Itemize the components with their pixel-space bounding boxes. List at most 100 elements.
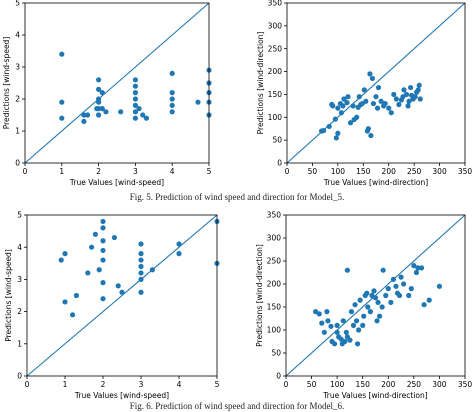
data-point xyxy=(334,322,340,328)
y-tick-label: 150 xyxy=(268,90,283,99)
data-point xyxy=(426,297,432,303)
x-tick-label: 3 xyxy=(139,380,144,389)
data-point xyxy=(138,251,144,257)
y-tick-label: 200 xyxy=(267,280,282,289)
data-point xyxy=(62,251,68,257)
y-axis-label: Predictions [wind-direction] xyxy=(255,244,264,347)
data-point xyxy=(403,91,410,98)
data-point xyxy=(85,270,91,276)
chart-3: 0 1 2 3 4 5 0 1 2 3 4 5 True Values [wind-speed] Pred… xyxy=(4,211,220,400)
y-tick-label: 3 xyxy=(17,275,22,284)
data-point xyxy=(347,120,354,126)
data-point xyxy=(405,103,411,109)
plot-frame xyxy=(285,214,466,377)
data-point xyxy=(333,135,339,141)
data-point xyxy=(361,313,367,319)
x-axis-label: True Values [wind-speed] xyxy=(69,178,164,187)
x-tick-label: 100 xyxy=(330,380,345,389)
data-point xyxy=(340,103,346,109)
y-tick-label: 4 xyxy=(17,243,22,252)
data-point xyxy=(176,241,182,247)
data-point xyxy=(393,283,399,289)
data-point xyxy=(96,106,102,112)
data-point xyxy=(103,109,109,115)
data-point xyxy=(169,102,175,108)
data-point xyxy=(372,295,379,301)
data-point xyxy=(415,265,421,271)
data-point xyxy=(59,51,65,57)
y-tick-label: 350 xyxy=(267,211,282,220)
x-tick-label: 150 xyxy=(356,167,371,176)
x-axis-label: True Values [wind-direction] xyxy=(323,178,428,187)
data-point xyxy=(391,91,397,98)
data-point xyxy=(89,244,95,250)
data-point xyxy=(382,100,388,107)
data-point xyxy=(365,304,371,310)
data-point xyxy=(118,109,124,115)
x-tick-label: 2 xyxy=(101,380,106,389)
y-tick-label: 50 xyxy=(271,349,281,358)
data-point xyxy=(374,105,381,111)
data-point xyxy=(99,90,105,96)
data-point xyxy=(324,309,330,315)
data-point xyxy=(348,309,355,315)
data-point xyxy=(319,320,325,326)
data-point xyxy=(352,302,358,308)
y-tick-label: 100 xyxy=(268,113,283,122)
data-point xyxy=(396,292,403,299)
y-tick-label: 1 xyxy=(15,127,20,136)
data-point xyxy=(343,329,349,335)
y-tick-label: 350 xyxy=(268,0,283,8)
data-point xyxy=(321,127,327,134)
y-tick-label: 5 xyxy=(17,211,22,220)
data-point xyxy=(365,126,371,132)
y-tick-label: 50 xyxy=(272,136,282,145)
data-point xyxy=(374,318,380,324)
data-point xyxy=(417,96,423,102)
chart-1: 0 1 2 3 4 5 0 1 2 3 4 5 True Values [wind-speed] Pred… xyxy=(2,0,212,187)
x-tick-label: 350 xyxy=(458,380,473,389)
data-point xyxy=(100,257,106,263)
data-point xyxy=(340,318,346,324)
x-tick-label: 200 xyxy=(382,167,397,176)
data-point xyxy=(347,337,353,343)
data-point xyxy=(169,90,175,96)
data-point xyxy=(418,265,425,271)
data-point xyxy=(73,292,79,299)
y-tick-label: 2 xyxy=(17,307,22,316)
data-point xyxy=(326,123,332,130)
data-point xyxy=(132,115,138,121)
y-axis-label: Predictions [wind-speed] xyxy=(2,37,11,130)
data-point xyxy=(100,218,106,225)
data-point xyxy=(138,263,144,270)
data-point xyxy=(412,94,418,100)
data-point xyxy=(344,267,350,273)
plot-frame xyxy=(26,214,218,377)
data-point xyxy=(373,94,379,100)
data-point xyxy=(370,100,377,107)
data-point xyxy=(132,102,138,108)
y-tick-label: 150 xyxy=(267,303,282,312)
y-tick-label: 250 xyxy=(268,44,283,53)
data-point xyxy=(149,267,155,273)
plot-frame xyxy=(24,2,210,164)
data-point xyxy=(396,101,402,108)
y-axis-label: Predictions [wind-speed] xyxy=(4,249,13,342)
x-tick-label: 50 xyxy=(308,167,318,176)
chart-4: 0 50 100 150 200 250 300 350 0 50 100 150 200 250 300 3… xyxy=(255,211,472,400)
x-tick-label: 250 xyxy=(407,380,422,389)
data-point xyxy=(378,98,384,104)
data-point xyxy=(132,77,138,83)
data-point xyxy=(84,112,91,118)
data-point xyxy=(132,109,138,115)
data-point xyxy=(316,311,322,317)
x-tick-label: 1 xyxy=(59,167,64,176)
data-point xyxy=(96,112,102,118)
x-tick-label: 3 xyxy=(133,167,138,176)
data-point xyxy=(96,99,102,105)
y-tick-label: 300 xyxy=(267,234,282,243)
data-point xyxy=(393,96,399,102)
figure-5-caption: Fig. 5. Prediction of wind speed and dir… xyxy=(129,192,345,202)
y-tick-label: 5 xyxy=(15,0,20,8)
data-point xyxy=(335,130,341,136)
